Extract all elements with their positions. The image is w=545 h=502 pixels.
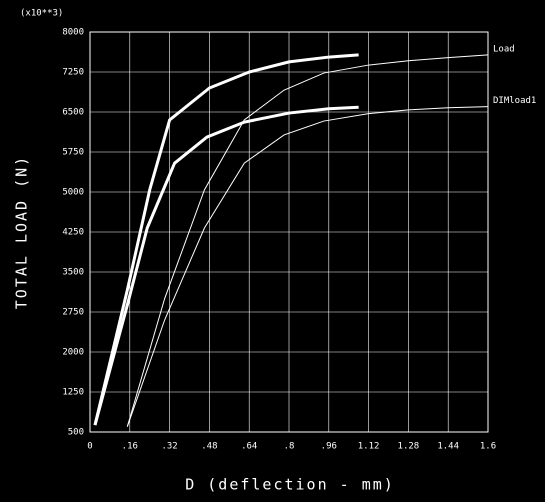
y-tick-label: 6500 (62, 108, 84, 118)
y-tick-label: 2750 (62, 308, 84, 318)
y-axis-title: TOTAL LOAD (N) (13, 155, 31, 309)
series-label: Load (493, 44, 515, 54)
y-tick-label: 4250 (62, 228, 84, 238)
x-tick-label: 1.44 (437, 442, 459, 452)
y-tick-label: 2000 (62, 348, 84, 358)
series-line (126, 54, 489, 427)
x-tick-label: .64 (241, 442, 257, 452)
y-tick-label: 500 (68, 428, 84, 438)
y-tick-label: 5750 (62, 148, 84, 158)
x-tick-label: 1.28 (398, 442, 420, 452)
series-line (93, 105, 359, 426)
x-tick-label: 0 (87, 442, 92, 452)
y-tick-label: 7250 (62, 68, 84, 78)
x-tick-label: .16 (122, 442, 138, 452)
x-tick-label: .96 (321, 442, 337, 452)
x-tick-label: 1.6 (480, 442, 496, 452)
multiplier: (x10**3) (20, 9, 63, 19)
series-line (93, 53, 359, 426)
y-tick-label: 3500 (62, 268, 84, 278)
x-tick-label: .48 (201, 442, 217, 452)
y-tick-label: 1250 (62, 388, 84, 398)
y-tick-label: 5000 (62, 188, 84, 198)
series-line (126, 106, 489, 427)
x-tick-label: .32 (161, 442, 177, 452)
y-tick-label: 8000 (62, 28, 84, 38)
x-tick-label: 1.12 (358, 442, 380, 452)
x-axis-title: D (deflection - mm) (185, 476, 395, 494)
x-tick-label: .8 (284, 442, 295, 452)
series-label: DIMload1 (493, 96, 536, 106)
